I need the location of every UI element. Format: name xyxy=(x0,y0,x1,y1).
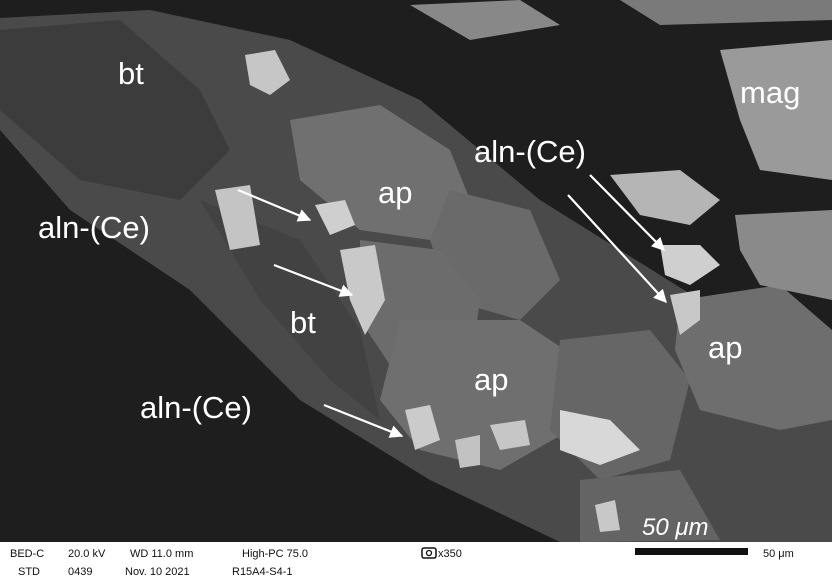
mineral-label: ap xyxy=(708,330,742,365)
footer-field: R15A4-S4-1 xyxy=(232,566,293,578)
mineral-label: aln-(Ce) xyxy=(38,210,150,245)
mineral-label: mag xyxy=(740,75,800,110)
scale-bar xyxy=(635,548,748,555)
footer-field: 0439 xyxy=(68,566,92,578)
mineral-label: aln-(Ce) xyxy=(140,390,252,425)
mineral-label: bt xyxy=(118,56,144,91)
footer-field: Nov. 10 2021 xyxy=(125,566,190,578)
mineral-label: ap xyxy=(378,175,412,210)
footer-field: High-PC 75.0 xyxy=(242,548,308,560)
mineral-label: ap xyxy=(474,362,508,397)
footer-field: 50 μm xyxy=(763,548,794,560)
micrograph: bt ap aln-(Ce) aln-(Ce) mag bt ap ap aln… xyxy=(0,0,832,580)
footer-field: 20.0 kV xyxy=(68,548,106,560)
footer-field: BED-C xyxy=(10,548,44,560)
mineral-label: aln-(Ce) xyxy=(474,134,586,169)
footer-field: STD xyxy=(18,566,40,578)
info-bar: BED-C 20.0 kV WD 11.0 mm High-PC 75.0 x3… xyxy=(0,542,832,580)
scale-label: 50 μm xyxy=(642,514,709,541)
footer-field: WD 11.0 mm xyxy=(130,548,193,560)
sem-image-page: bt ap aln-(Ce) aln-(Ce) mag bt ap ap aln… xyxy=(0,0,832,580)
footer-field: x350 xyxy=(438,548,462,560)
mineral-label: bt xyxy=(290,305,316,340)
